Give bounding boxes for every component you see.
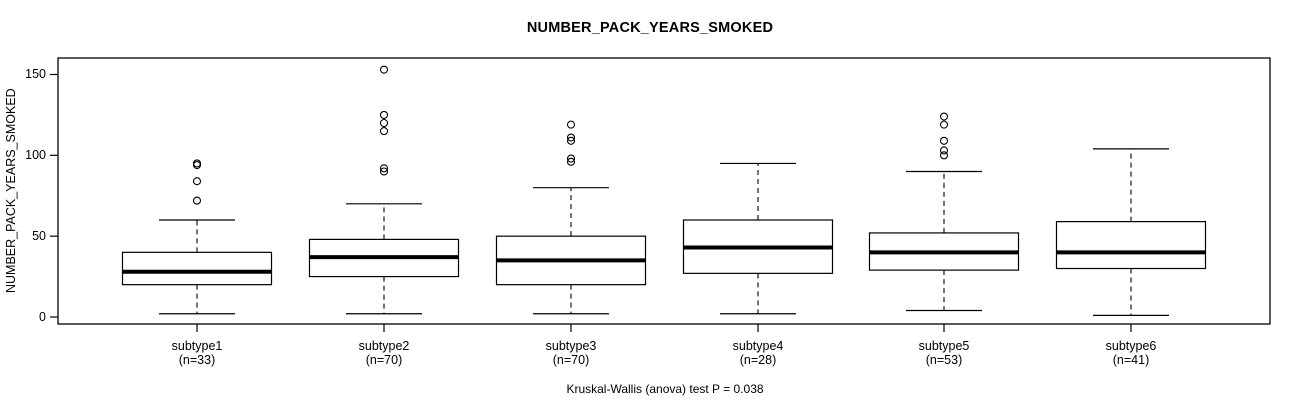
stat-test-note: Kruskal-Wallis (anova) test P = 0.038 <box>566 382 764 396</box>
group-name: subtype1 <box>171 339 223 353</box>
outlier-point <box>939 151 949 160</box>
outlier-point <box>566 136 576 145</box>
group-name: subtype2 <box>358 339 410 353</box>
plot-frame <box>57 57 1271 325</box>
outlier-point <box>566 133 576 142</box>
outlier-point <box>939 146 949 155</box>
group-count: (n=41) <box>1112 353 1150 367</box>
group-name: subtype5 <box>918 339 970 353</box>
group-name: subtype6 <box>1105 339 1157 353</box>
outlier-point <box>566 157 576 166</box>
outlier-point <box>939 136 949 145</box>
x-axis-group-label: subtype2 (n=70) <box>324 339 444 367</box>
x-axis-group-label: subtype5 (n=53) <box>884 339 1004 367</box>
boxplot-subtype6 <box>1055 148 1207 316</box>
outlier-point <box>566 154 576 163</box>
outlier-point <box>379 127 389 136</box>
x-axis-group-label: subtype1 (n=33) <box>137 339 257 367</box>
outlier-point <box>379 65 389 74</box>
group-count: (n=70) <box>365 353 403 367</box>
iqr-box <box>121 251 273 286</box>
chart-title: NUMBER_PACK_YEARS_SMOKED <box>526 20 774 36</box>
outlier-point <box>192 159 202 168</box>
group-count: (n=33) <box>178 353 216 367</box>
group-count: (n=53) <box>925 353 963 367</box>
y-tick-label: 100 <box>25 148 46 162</box>
outlier-point <box>192 196 202 205</box>
boxplot-subtype2 <box>308 65 460 315</box>
outlier-point <box>939 120 949 129</box>
outlier-point <box>939 112 949 121</box>
boxplot-subtype5 <box>868 112 1020 312</box>
group-count: (n=28) <box>739 353 777 367</box>
boxplot-subtype3 <box>495 120 647 315</box>
y-tick-label: 0 <box>39 310 46 324</box>
outlier-point <box>192 160 202 170</box>
x-axis-group-label: subtype3 (n=70) <box>511 339 631 367</box>
y-tick-label: 150 <box>25 67 46 81</box>
outlier-point <box>379 164 389 173</box>
outlier-point <box>379 167 389 176</box>
boxplot-subtype1 <box>121 159 273 315</box>
outlier-point <box>192 177 202 186</box>
outlier-point <box>566 120 576 129</box>
group-name: subtype3 <box>545 339 597 353</box>
y-tick-label: 50 <box>32 229 46 243</box>
group-name: subtype4 <box>732 339 784 353</box>
group-count: (n=70) <box>552 353 590 367</box>
x-axis-group-label: subtype6 (n=41) <box>1071 339 1191 367</box>
outlier-point <box>379 118 389 128</box>
outlier-point <box>379 110 389 119</box>
iqr-box <box>1055 221 1207 270</box>
x-axis-group-label: subtype4 (n=28) <box>698 339 818 367</box>
boxplot-subtype4 <box>682 162 834 315</box>
